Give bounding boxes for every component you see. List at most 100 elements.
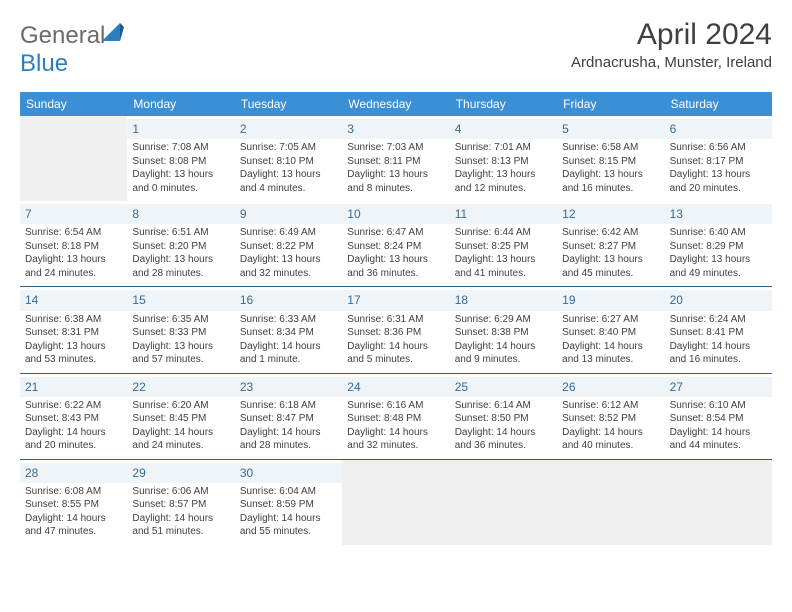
day-number: 7 xyxy=(20,204,127,224)
day-number: 1 xyxy=(127,119,234,139)
day-number: 4 xyxy=(450,119,557,139)
calendar-week: 7Sunrise: 6:54 AM Sunset: 8:18 PM Daylig… xyxy=(20,201,772,286)
calendar-cell: 11Sunrise: 6:44 AM Sunset: 8:25 PM Dayli… xyxy=(450,201,557,286)
day-detail: Sunrise: 7:05 AM Sunset: 8:10 PM Dayligh… xyxy=(240,141,337,195)
calendar-cell: 17 Sunrise: 6:31 AM Sunset: 8:36 PM Dayli… xyxy=(342,286,449,372)
calendar-cell: 29Sunrise: 6:06 AM Sunset: 8:57 PM Dayli… xyxy=(127,459,234,545)
day-number: 13 xyxy=(665,204,772,224)
day-number: 11 xyxy=(450,204,557,224)
calendar-cell: 18Sunrise: 6:29 AM Sunset: 8:38 PM Dayli… xyxy=(450,286,557,372)
calendar-cell: 28Sunrise: 6:08 AM Sunset: 8:55 PM Dayli… xyxy=(20,459,127,545)
day-number: 15 xyxy=(127,290,234,310)
calendar-cell-empty xyxy=(20,116,127,201)
day-detail: Sunrise: 6:27 AM Sunset: 8:40 PM Dayligh… xyxy=(562,313,659,367)
weekday-label: Friday xyxy=(557,92,664,116)
day-detail: Sunrise: 6:31 AM Sunset: 8:36 PM Dayligh… xyxy=(347,313,444,367)
calendar-cell: 19 Sunrise: 6:27 AM Sunset: 8:40 PM Dayli… xyxy=(557,286,664,372)
calendar-cell: 21Sunrise: 6:22 AM Sunset: 8:43 PM Dayli… xyxy=(20,373,127,459)
day-number: 17 xyxy=(342,290,449,310)
month-title: April 2024 xyxy=(571,18,772,52)
day-detail: Sunrise: 6:33 AM Sunset: 8:34 PM Dayligh… xyxy=(240,313,337,367)
calendar-cell-empty xyxy=(450,459,557,545)
calendar-cell: 6Sunrise: 6:56 AM Sunset: 8:17 PM Daylig… xyxy=(665,116,772,201)
calendar-cell: 24Sunrise: 6:16 AM Sunset: 8:48 PM Dayli… xyxy=(342,373,449,459)
calendar-cell: 10Sunrise: 6:47 AM Sunset: 8:24 PM Dayli… xyxy=(342,201,449,286)
day-detail: Sunrise: 6:14 AM Sunset: 8:50 PM Dayligh… xyxy=(455,399,552,453)
day-detail: Sunrise: 6:58 AM Sunset: 8:15 PM Dayligh… xyxy=(562,141,659,195)
brand-part1: General xyxy=(20,22,105,49)
day-number: 2 xyxy=(235,119,342,139)
day-detail: Sunrise: 7:03 AM Sunset: 8:11 PM Dayligh… xyxy=(347,141,444,195)
day-detail: Sunrise: 6:54 AM Sunset: 8:18 PM Dayligh… xyxy=(25,226,122,280)
day-detail: Sunrise: 6:40 AM Sunset: 8:29 PM Dayligh… xyxy=(670,226,767,280)
day-number: 12 xyxy=(557,204,664,224)
calendar-cell: 13Sunrise: 6:40 AM Sunset: 8:29 PM Dayli… xyxy=(665,201,772,286)
weeks-container: 1Sunrise: 7:08 AM Sunset: 8:08 PM Daylig… xyxy=(20,116,772,545)
calendar-cell: 14 Sunrise: 6:38 AM Sunset: 8:31 PM Dayli… xyxy=(20,286,127,372)
calendar-week: 1Sunrise: 7:08 AM Sunset: 8:08 PM Daylig… xyxy=(20,116,772,201)
calendar: SundayMondayTuesdayWednesdayThursdayFrid… xyxy=(20,92,772,545)
day-number: 22 xyxy=(127,377,234,397)
day-detail: Sunrise: 6:24 AM Sunset: 8:41 PM Dayligh… xyxy=(670,313,767,367)
day-detail: Sunrise: 6:49 AM Sunset: 8:22 PM Dayligh… xyxy=(240,226,337,280)
day-number: 9 xyxy=(235,204,342,224)
calendar-cell: 26Sunrise: 6:12 AM Sunset: 8:52 PM Dayli… xyxy=(557,373,664,459)
day-detail: Sunrise: 6:10 AM Sunset: 8:54 PM Dayligh… xyxy=(670,399,767,453)
day-number: 8 xyxy=(127,204,234,224)
day-number: 14 xyxy=(20,290,127,310)
day-detail: Sunrise: 7:01 AM Sunset: 8:13 PM Dayligh… xyxy=(455,141,552,195)
calendar-cell: 4Sunrise: 7:01 AM Sunset: 8:13 PM Daylig… xyxy=(450,116,557,201)
day-number: 24 xyxy=(342,377,449,397)
calendar-cell: 2Sunrise: 7:05 AM Sunset: 8:10 PM Daylig… xyxy=(235,116,342,201)
calendar-cell-empty xyxy=(557,459,664,545)
day-detail: Sunrise: 6:12 AM Sunset: 8:52 PM Dayligh… xyxy=(562,399,659,453)
day-number: 3 xyxy=(342,119,449,139)
day-detail: Sunrise: 6:18 AM Sunset: 8:47 PM Dayligh… xyxy=(240,399,337,453)
day-detail: Sunrise: 6:22 AM Sunset: 8:43 PM Dayligh… xyxy=(25,399,122,453)
calendar-cell: 20 Sunrise: 6:24 AM Sunset: 8:41 PM Dayli… xyxy=(665,286,772,372)
calendar-cell-empty xyxy=(342,459,449,545)
calendar-week: 14 Sunrise: 6:38 AM Sunset: 8:31 PM Dayli… xyxy=(20,286,772,372)
weekday-header: SundayMondayTuesdayWednesdayThursdayFrid… xyxy=(20,92,772,116)
day-detail: Sunrise: 6:16 AM Sunset: 8:48 PM Dayligh… xyxy=(347,399,444,453)
calendar-cell: 23Sunrise: 6:18 AM Sunset: 8:47 PM Dayli… xyxy=(235,373,342,459)
brand-part2: Blue xyxy=(20,50,68,77)
calendar-cell: 3Sunrise: 7:03 AM Sunset: 8:11 PM Daylig… xyxy=(342,116,449,201)
weekday-label: Sunday xyxy=(20,92,127,116)
title-block: April 2024 Ardnacrusha, Munster, Ireland xyxy=(571,18,772,71)
day-number: 19 xyxy=(557,290,664,310)
triangle-icon xyxy=(102,23,124,43)
calendar-cell: 27Sunrise: 6:10 AM Sunset: 8:54 PM Dayli… xyxy=(665,373,772,459)
day-number: 16 xyxy=(235,290,342,310)
brand-text: GeneralBlue xyxy=(20,22,124,78)
day-detail: Sunrise: 6:06 AM Sunset: 8:57 PM Dayligh… xyxy=(132,485,229,539)
weekday-label: Wednesday xyxy=(342,92,449,116)
day-number: 10 xyxy=(342,204,449,224)
calendar-cell: 25Sunrise: 6:14 AM Sunset: 8:50 PM Dayli… xyxy=(450,373,557,459)
day-number: 6 xyxy=(665,119,772,139)
weekday-label: Thursday xyxy=(450,92,557,116)
day-detail: Sunrise: 6:56 AM Sunset: 8:17 PM Dayligh… xyxy=(670,141,767,195)
calendar-cell: 5Sunrise: 6:58 AM Sunset: 8:15 PM Daylig… xyxy=(557,116,664,201)
weekday-label: Saturday xyxy=(665,92,772,116)
calendar-cell: 9Sunrise: 6:49 AM Sunset: 8:22 PM Daylig… xyxy=(235,201,342,286)
day-detail: Sunrise: 6:44 AM Sunset: 8:25 PM Dayligh… xyxy=(455,226,552,280)
calendar-cell-empty xyxy=(665,459,772,545)
calendar-cell: 8Sunrise: 6:51 AM Sunset: 8:20 PM Daylig… xyxy=(127,201,234,286)
calendar-cell: 22Sunrise: 6:20 AM Sunset: 8:45 PM Dayli… xyxy=(127,373,234,459)
day-number: 20 xyxy=(665,290,772,310)
day-detail: Sunrise: 6:38 AM Sunset: 8:31 PM Dayligh… xyxy=(25,313,122,367)
calendar-cell: 30Sunrise: 6:04 AM Sunset: 8:59 PM Dayli… xyxy=(235,459,342,545)
day-detail: Sunrise: 6:35 AM Sunset: 8:33 PM Dayligh… xyxy=(132,313,229,367)
calendar-week: 21Sunrise: 6:22 AM Sunset: 8:43 PM Dayli… xyxy=(20,373,772,459)
brand-logo: GeneralBlue xyxy=(20,22,124,78)
day-number: 28 xyxy=(20,463,127,483)
calendar-cell: 7Sunrise: 6:54 AM Sunset: 8:18 PM Daylig… xyxy=(20,201,127,286)
weekday-label: Tuesday xyxy=(235,92,342,116)
location-text: Ardnacrusha, Munster, Ireland xyxy=(571,54,772,71)
day-number: 25 xyxy=(450,377,557,397)
day-detail: Sunrise: 6:42 AM Sunset: 8:27 PM Dayligh… xyxy=(562,226,659,280)
day-detail: Sunrise: 6:08 AM Sunset: 8:55 PM Dayligh… xyxy=(25,485,122,539)
day-number: 23 xyxy=(235,377,342,397)
day-detail: Sunrise: 7:08 AM Sunset: 8:08 PM Dayligh… xyxy=(132,141,229,195)
